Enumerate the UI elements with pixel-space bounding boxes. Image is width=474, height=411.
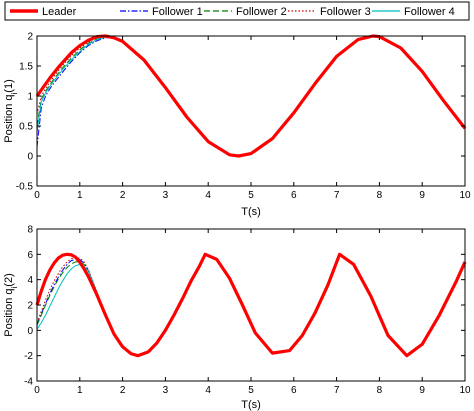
series-line-follower-4: [36, 35, 466, 157]
y-axis-ticks: -4 -2 0 2 4 6 8: [24, 225, 465, 388]
y-tick-label: 6: [27, 250, 33, 261]
x-tick-label: 2: [120, 190, 126, 201]
y-tick-label: 8: [27, 225, 33, 236]
x-tick-label: 4: [205, 385, 211, 396]
x-axis-ticks: 0 1 2 3 4 5 6 7 8 9 10: [34, 36, 471, 201]
series-line-leader: [35, 34, 467, 158]
y-tick-label: -0.5: [16, 182, 34, 193]
y-tick-label: -4: [24, 377, 33, 388]
y-tick-label: 2: [27, 301, 33, 312]
x-axis-label: T(s): [241, 399, 261, 411]
x-tick-label: 10: [459, 190, 471, 201]
legend-label-follower-4: Follower 4: [404, 6, 455, 18]
y-axis-ticks: -0.5 0 0.5 1 1.5 2: [16, 32, 465, 193]
x-tick-label: 5: [248, 385, 254, 396]
y-axis-label: Position qi(1): [3, 79, 19, 143]
x-tick-label: 7: [334, 190, 340, 201]
y-tick-label: 0.5: [19, 122, 33, 133]
y-tick-label: 0: [27, 152, 33, 163]
x-tick-label: 8: [377, 385, 383, 396]
series-line-follower-2: [36, 35, 466, 157]
plot-frame: [36, 35, 466, 187]
x-tick-label: 6: [291, 385, 297, 396]
y-tick-label: 4: [27, 275, 33, 286]
x-axis-ticks: 0 1 2 3 4 5 6 7 8 9 10: [34, 229, 471, 396]
x-tick-label: 0: [34, 385, 40, 396]
series-group: [35, 34, 467, 158]
x-tick-label: 6: [291, 190, 297, 201]
y-tick-label: 1: [27, 92, 33, 103]
legend: Leader Follower 1 Follower 2 Follower 3 …: [4, 1, 470, 21]
x-tick-label: 3: [163, 385, 169, 396]
x-tick-label: 9: [419, 385, 425, 396]
x-tick-label: 1: [77, 190, 83, 201]
x-tick-label: 7: [334, 385, 340, 396]
series-line-follower-1: [36, 35, 466, 157]
y-tick-label: -2: [24, 351, 33, 362]
x-tick-label: 0: [34, 190, 40, 201]
legend-box: [4, 1, 470, 21]
series-group: [35, 252, 467, 358]
legend-label-follower-3: Follower 3: [320, 6, 371, 18]
y-tick-label: 0: [27, 326, 33, 337]
x-tick-label: 1: [77, 385, 83, 396]
series-line-leader: [35, 252, 467, 358]
subplot-position-1: 0 1 2 3 4 5 6 7 8 9 10 -0.500.511.52 T(s) Position…: [3, 32, 471, 219]
y-axis-label: Position qi(2): [3, 273, 19, 337]
x-tick-label: 9: [419, 190, 425, 201]
x-tick-label: 2: [120, 385, 126, 396]
x-tick-label: 5: [248, 190, 254, 201]
x-tick-label: 4: [205, 190, 211, 201]
legend-label-follower-1: Follower 1: [152, 6, 203, 18]
legend-label-follower-2: Follower 2: [236, 6, 287, 18]
x-tick-label: 3: [163, 190, 169, 201]
legend-label-leader: Leader: [42, 6, 77, 18]
y-tick-label: 2: [27, 32, 33, 43]
x-axis-label: T(s): [241, 206, 261, 218]
subplot-position-2: 0 1 2 3 4 5 6 7 8 9 10 -4 -2 0 2 4 6 8 T(s) Position qi(…: [3, 225, 471, 411]
y-tick-label: 1.5: [19, 62, 33, 73]
x-tick-label: 8: [377, 190, 383, 201]
series-line-follower-3: [36, 35, 466, 157]
x-tick-label: 10: [459, 385, 471, 396]
